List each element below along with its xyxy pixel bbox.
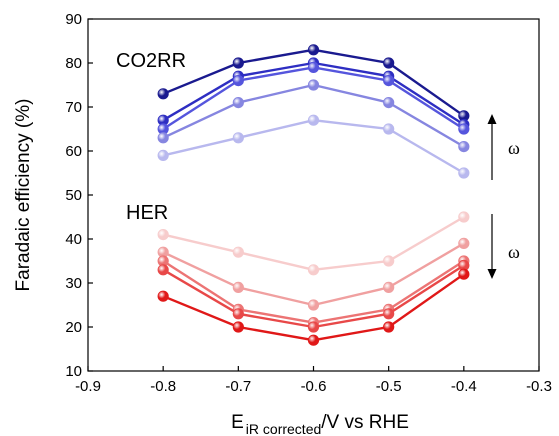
- data-point: [232, 246, 244, 258]
- omega-lower-label: ω: [508, 242, 520, 262]
- y-tick-label: 60: [65, 143, 82, 160]
- x-tick-label: -0.5: [376, 378, 402, 395]
- y-tick-label: 40: [65, 231, 82, 248]
- x-tick-label: -0.3: [526, 378, 552, 395]
- data-point: [458, 123, 470, 135]
- data-point: [307, 321, 320, 333]
- series-line: [162, 118, 465, 175]
- data-point: [307, 79, 320, 91]
- series-co2rr-4: [157, 114, 470, 179]
- y-tick-label: 20: [65, 319, 82, 336]
- data-point: [458, 268, 470, 280]
- data-point: [232, 281, 244, 293]
- series-co2rr-2: [157, 61, 470, 135]
- data-point: [383, 57, 395, 69]
- x-tick-label: -0.8: [150, 378, 176, 395]
- co2rr-label: CO2RR: [116, 50, 186, 72]
- x-axis-title-rest: /V vs RHE: [321, 412, 409, 433]
- series-her-8: [157, 259, 470, 333]
- data-point: [307, 61, 320, 74]
- y-axis-ticks: 10 20 30 40 50 60 70 80 90: [65, 11, 93, 380]
- data-point: [157, 264, 169, 276]
- her-label: HER: [126, 202, 168, 224]
- x-axis-title-subscript: iR corrected: [246, 421, 321, 436]
- x-tick-label: -0.6: [301, 378, 327, 395]
- data-point: [157, 88, 169, 100]
- data-point: [307, 299, 320, 311]
- omega-upper-label: ω: [508, 138, 520, 158]
- y-axis-title: Faradaic efficiency (%): [13, 99, 34, 292]
- series-layer: [157, 44, 470, 346]
- data-point: [157, 132, 169, 144]
- data-point: [307, 334, 320, 346]
- series-co2rr-0: [157, 44, 470, 122]
- data-point: [383, 123, 395, 135]
- omega-up-arrow: [487, 114, 497, 180]
- data-point: [383, 308, 395, 320]
- y-tick-label: 10: [65, 363, 82, 380]
- series-her-9: [157, 268, 470, 346]
- data-point: [383, 75, 395, 87]
- y-tick-label: 70: [65, 99, 82, 116]
- data-point: [383, 321, 395, 333]
- series-her-5: [157, 211, 470, 276]
- data-point: [458, 141, 470, 153]
- x-axis-title-main: E: [231, 412, 244, 433]
- data-point: [383, 97, 395, 109]
- y-tick-label: 50: [65, 187, 82, 204]
- x-axis-ticks: -0.9 -0.8 -0.7 -0.6 -0.5 -0.4 -0.3: [75, 366, 552, 395]
- omega-down-arrow: [487, 214, 497, 279]
- data-point: [307, 44, 320, 56]
- data-point: [232, 75, 244, 87]
- data-point: [232, 57, 244, 69]
- data-point: [232, 97, 244, 109]
- series-line: [162, 215, 465, 271]
- data-point: [232, 321, 244, 333]
- x-tick-label: -0.4: [451, 378, 477, 395]
- data-point: [383, 281, 395, 293]
- x-tick-label: -0.7: [225, 378, 251, 395]
- data-point: [458, 167, 470, 179]
- data-point: [157, 149, 169, 161]
- x-tick-label: -0.9: [75, 378, 101, 395]
- data-point: [157, 229, 169, 241]
- data-point: [157, 290, 169, 302]
- series-co2rr-3: [157, 79, 470, 153]
- data-point: [307, 264, 320, 276]
- data-point: [232, 308, 244, 320]
- data-point: [232, 132, 244, 144]
- y-tick-label: 90: [65, 11, 82, 28]
- y-tick-label: 80: [65, 55, 82, 72]
- data-point: [307, 114, 320, 126]
- data-point: [383, 255, 395, 267]
- series-her-6: [157, 237, 470, 311]
- data-point: [458, 237, 470, 249]
- y-tick-label: 30: [65, 275, 82, 292]
- data-point: [458, 211, 470, 223]
